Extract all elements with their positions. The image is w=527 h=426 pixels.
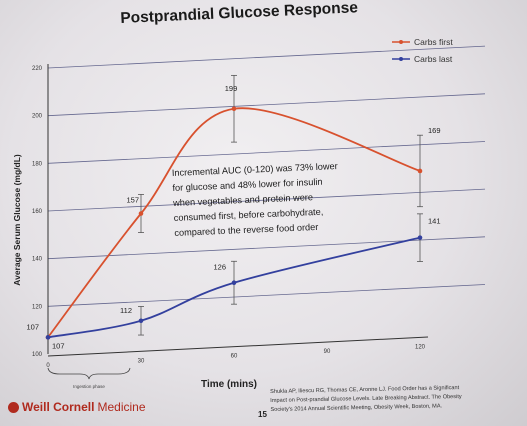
citation: Shukla AP, Iliescu RG, Thomas CE, Aronne… xyxy=(270,383,525,415)
data-label: 199 xyxy=(225,84,238,93)
x-tick-label: 0 xyxy=(46,363,50,369)
data-label: 169 xyxy=(428,126,441,135)
grid-layer xyxy=(47,45,486,307)
seal-icon xyxy=(8,401,19,413)
x-tick-label: 120 xyxy=(415,344,426,350)
y-tick-label: 180 xyxy=(32,161,43,167)
data-label: 141 xyxy=(428,217,441,226)
y-tick-label: 120 xyxy=(32,304,43,310)
x-axis-label: Time (mins) xyxy=(201,379,257,390)
x-tick-label: 30 xyxy=(138,358,145,364)
gridline xyxy=(47,284,486,307)
ingestion-phase: Ingestion phase xyxy=(47,367,131,389)
legend-marker xyxy=(399,57,403,61)
y-axis-label: Average Serum Glucose (mg/dL) xyxy=(12,154,22,286)
y-tick-label: 140 xyxy=(32,257,43,263)
x-tick-label: 60 xyxy=(231,354,238,360)
gridline xyxy=(47,141,486,164)
y-tick-label: 200 xyxy=(32,114,43,120)
annotation-line: when vegetables and protein were xyxy=(172,192,313,208)
axis-layer: 100 120 140 160 180 200 220 0 30 60 90 120 Time (min… xyxy=(12,64,429,390)
series-layer xyxy=(45,74,423,340)
data-point xyxy=(231,106,237,112)
annotation-line: compared to the reverse food order xyxy=(174,222,318,238)
annotation-line: Incremental AUC (0-120) was 73% lower xyxy=(172,161,338,178)
legend-marker xyxy=(399,40,403,44)
legend: Carbs first Carbs last xyxy=(392,37,453,64)
logo-suffix: Medicine xyxy=(97,400,146,414)
gridline xyxy=(47,188,486,212)
annotation-line: consumed first, before carbohydrate, xyxy=(174,207,324,223)
y-tick-label: 160 xyxy=(32,209,43,215)
x-axis xyxy=(47,336,429,357)
slide-number: 15 xyxy=(258,410,267,419)
data-point xyxy=(138,318,144,324)
series-line-carbs-first xyxy=(47,107,421,338)
x-tick-label: 90 xyxy=(324,349,331,355)
gridline xyxy=(47,93,486,117)
data-label: 107 xyxy=(26,322,39,331)
y-tick-label: 220 xyxy=(32,66,43,72)
legend-label: Carbs last xyxy=(414,54,453,64)
annotation-text: Incremental AUC (0-120) was 73% lowerfor… xyxy=(171,161,341,238)
data-point xyxy=(138,211,144,216)
phase-brace xyxy=(47,367,131,380)
data-point xyxy=(417,168,423,174)
data-point xyxy=(417,235,423,240)
annotation-line: for glucose and 48% lower for insulin xyxy=(172,177,322,193)
logo-name: Weill Cornell xyxy=(22,400,95,414)
series-line-carbs-last xyxy=(47,236,421,339)
y-tick-label: 100 xyxy=(32,352,43,358)
legend-label: Carbs first xyxy=(414,37,453,47)
phase-label: Ingestion phase xyxy=(73,384,105,389)
data-label: 112 xyxy=(120,306,132,315)
label-layer: 107 157 199 169 107 112 126 141 xyxy=(26,84,440,351)
data-label: 126 xyxy=(213,263,226,272)
data-label: 107 xyxy=(52,341,65,350)
data-label: 157 xyxy=(126,196,139,205)
institution-logo: Weill Cornell Medicine xyxy=(8,400,146,414)
gridline xyxy=(47,45,486,69)
data-point xyxy=(45,335,51,340)
data-point xyxy=(231,280,237,286)
